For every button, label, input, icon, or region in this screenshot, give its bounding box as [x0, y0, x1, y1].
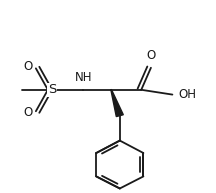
- Text: O: O: [24, 60, 33, 73]
- Polygon shape: [111, 90, 123, 117]
- Text: S: S: [48, 83, 56, 96]
- Text: NH: NH: [75, 71, 92, 84]
- Text: O: O: [24, 106, 33, 119]
- Text: O: O: [146, 49, 156, 62]
- Text: S: S: [48, 83, 56, 96]
- Text: OH: OH: [179, 88, 197, 101]
